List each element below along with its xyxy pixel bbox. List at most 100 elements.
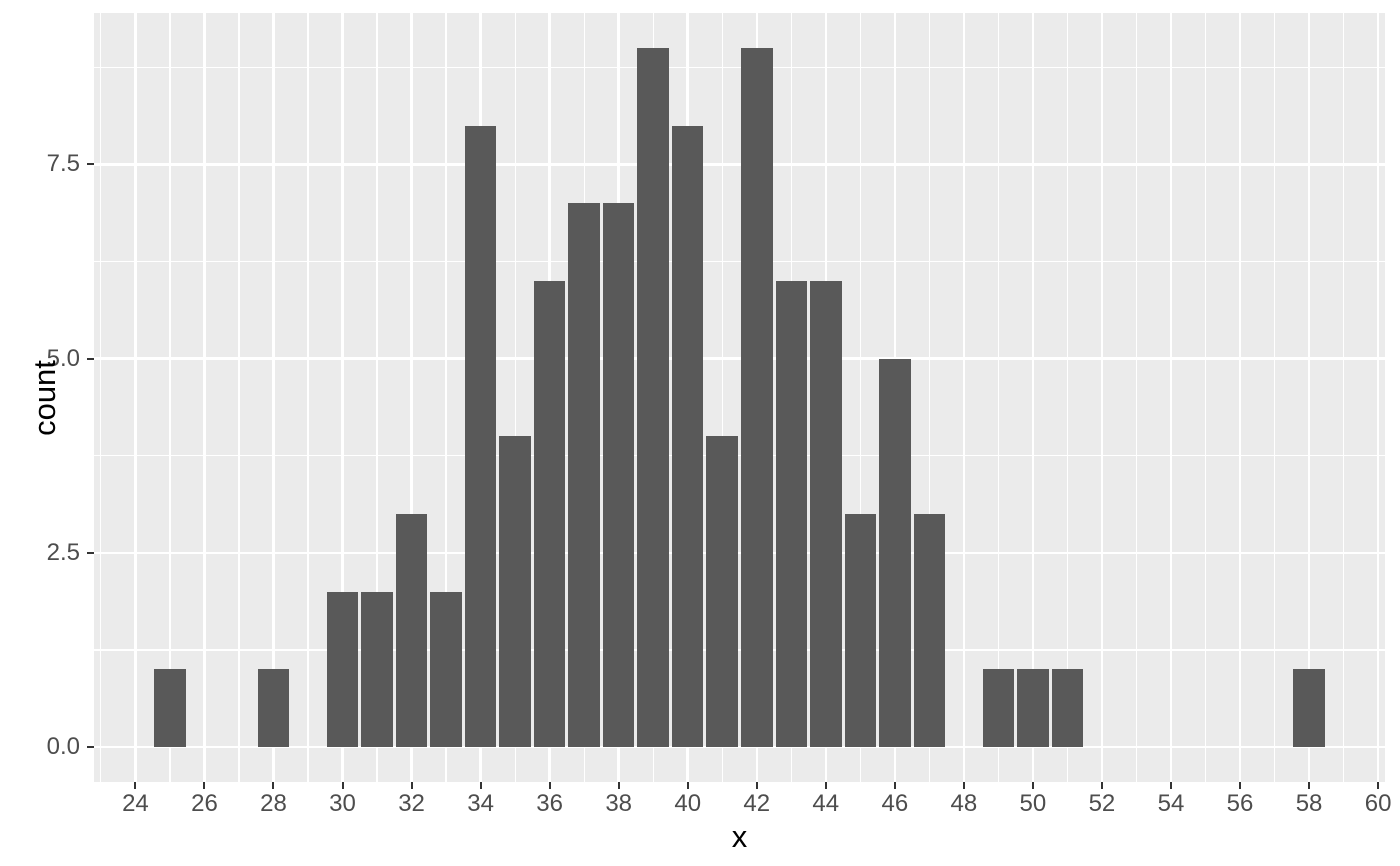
x-tick-label: 58 [1295,790,1323,817]
x-tick-mark [479,782,482,789]
gridline-minor-vertical [721,13,723,782]
x-axis-title: x [731,819,748,854]
gridline-minor-vertical [307,13,309,782]
x-tick-mark [341,782,344,789]
gridline-minor-vertical [514,13,516,782]
x-tick-mark [824,782,827,789]
y-axis-title: count [27,359,62,436]
x-tick-mark [1377,782,1380,789]
histogram-bar [844,514,877,748]
x-tick-label: 44 [812,790,840,817]
histogram-bar [464,125,497,748]
x-tick-mark [272,782,275,789]
gridline-minor-vertical [997,13,999,782]
x-tick-label: 36 [536,790,563,817]
gridline-minor-vertical [1204,13,1207,782]
x-tick-mark [686,782,689,789]
x-tick-mark [134,782,137,789]
gridline-major-vertical [410,13,413,782]
x-tick-mark [1100,782,1103,789]
histogram-bar [810,280,842,748]
x-tick-mark [548,782,551,789]
x-tick-mark [410,782,413,789]
x-tick-label: 52 [1088,790,1116,817]
x-tick-label: 40 [674,790,702,817]
x-tick-label: 30 [329,790,356,817]
histogram-bar [741,47,773,748]
y-tick-label: 2.5 [46,538,80,566]
histogram-bar [913,514,946,748]
histogram-bar [706,436,738,748]
plot-panel [94,13,1385,782]
histogram-bar [602,203,635,748]
x-tick-mark [893,782,896,789]
gridline-major-vertical [1238,13,1242,782]
y-tick-mark [87,163,94,166]
x-tick-label: 26 [191,790,218,817]
histogram-bar [982,669,1015,748]
y-tick-label: 5.0 [46,344,80,372]
x-tick-label: 38 [605,790,633,817]
histogram-bar [533,280,566,748]
gridline-major-horizontal [94,745,1385,749]
y-tick-mark [87,551,94,554]
histogram-bar [395,514,428,748]
gridline-major-vertical [134,13,137,782]
gridline-major-vertical [1376,13,1380,782]
histogram-bar [430,591,462,748]
histogram-bar [499,436,531,748]
gridline-minor-horizontal [94,260,1385,263]
x-tick-mark [962,782,965,789]
histogram-bar [568,203,600,748]
histogram-bar [257,669,290,748]
gridline-minor-horizontal [94,66,1385,68]
x-tick-mark [1169,782,1172,789]
histogram-bar [326,591,359,748]
x-tick-label: 32 [398,790,425,817]
x-tick-mark [1239,782,1242,789]
gridline-minor-vertical [169,13,171,782]
histogram-bar [154,669,186,748]
gridline-major-horizontal [94,551,1385,555]
histogram-bar [671,125,704,748]
gridline-minor-vertical [1273,13,1276,782]
gridline-minor-vertical [100,13,102,782]
gridline-major-vertical [1031,13,1035,782]
x-tick-mark [617,782,620,789]
gridline-minor-vertical [1135,13,1138,782]
gridline-minor-vertical [445,13,447,782]
gridline-major-vertical [1307,13,1311,782]
histogram-bar [775,280,808,748]
x-tick-mark [755,782,758,789]
y-tick-label: 7.5 [46,150,80,178]
histogram-bar [361,591,393,748]
x-tick-label: 24 [122,790,149,817]
histogram-bar [637,47,669,748]
x-tick-label: 34 [467,790,494,817]
histogram-bar [879,358,911,748]
gridline-major-vertical [1100,13,1104,782]
gridline-minor-vertical [1066,13,1068,782]
gridline-minor-vertical [859,13,861,782]
gridline-minor-vertical [1342,13,1345,782]
x-tick-label: 42 [743,790,771,817]
gridline-major-horizontal [94,163,1385,166]
gridline-minor-vertical [376,13,378,782]
x-tick-label: 48 [950,790,978,817]
x-tick-label: 46 [881,790,909,817]
gridline-major-vertical [203,13,206,782]
histogram-bar [1051,669,1084,748]
x-tick-label: 56 [1226,790,1254,817]
x-tick-label: 60 [1364,790,1392,817]
gridline-major-vertical [962,13,966,782]
gridline-major-vertical [1169,13,1173,782]
x-tick-mark [1031,782,1034,789]
x-tick-label: 50 [1019,790,1047,817]
gridline-minor-horizontal [94,455,1385,457]
x-tick-mark [1308,782,1311,789]
gridline-minor-vertical [238,13,240,782]
gridline-major-vertical [341,13,344,782]
x-tick-label: 28 [260,790,287,817]
y-tick-mark [87,746,94,749]
